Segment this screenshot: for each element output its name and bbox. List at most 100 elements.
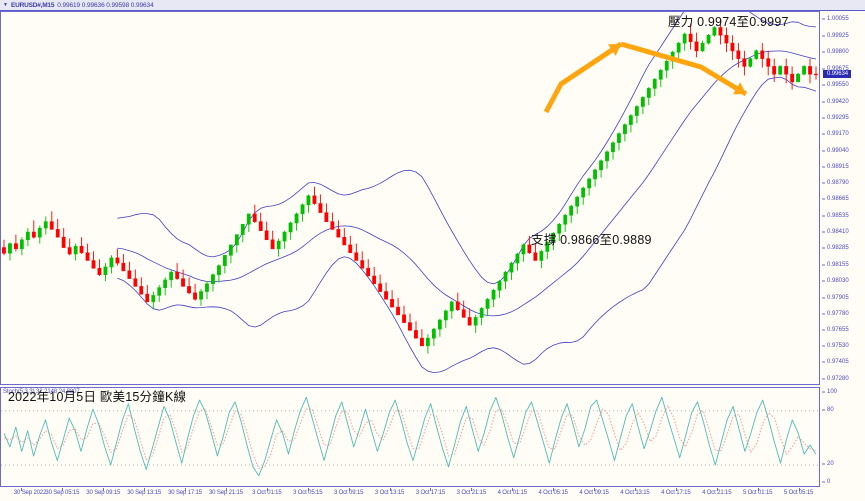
time-tickmark	[594, 488, 596, 491]
price-tick-label: 0.99420	[827, 98, 849, 105]
price-tickmark	[822, 51, 825, 53]
symbol-info-bar: ▼ EURUSD#,M15 0.99619 0.99636 0.99598 0.…	[0, 0, 865, 11]
price-tick-label: 0.99040	[827, 147, 849, 154]
price-tick-label: 0.98155	[827, 262, 849, 269]
price-tick-label: 0.99295	[827, 114, 849, 121]
price-tickmark	[822, 166, 825, 168]
price-tick-label: 0.98030	[827, 278, 849, 285]
time-tick-label: 30 Sep 05:15	[45, 490, 80, 496]
time-tick-label: 4 Oct 13:15	[620, 490, 650, 496]
price-tick-label: 0.98915	[827, 163, 849, 170]
time-tick-label: 3 Oct 13:15	[374, 490, 405, 496]
stochastic-svg	[1, 396, 819, 477]
trend-arrow-down[interactable]	[620, 41, 748, 97]
price-tickmark	[822, 182, 825, 184]
support-annotation: 支撐 0.9866至0.9889	[531, 233, 652, 247]
price-tickmark	[822, 18, 825, 20]
price-tickmark	[822, 117, 825, 119]
price-tick-label: 0.98665	[827, 196, 849, 203]
price-tickmark	[822, 215, 825, 217]
bollinger-middle	[117, 50, 817, 317]
resistance-annotation: 壓力 0.9974至0.9997	[668, 15, 789, 29]
time-tick-label: 4 Oct 21:15	[702, 490, 732, 496]
time-tickmark	[675, 488, 677, 491]
stochastic-panel[interactable]	[0, 387, 820, 487]
price-tickmark	[822, 297, 825, 299]
price-chart-panel[interactable]	[0, 11, 820, 385]
time-tick-label: 5 Oct 01:15	[742, 490, 773, 496]
time-tickmark	[62, 488, 64, 491]
price-tickmark	[822, 378, 825, 380]
price-tick-label: 0.98790	[827, 180, 849, 187]
candlestick-series	[2, 19, 818, 354]
bollinger-lower	[117, 76, 817, 373]
time-tickmark	[757, 488, 759, 491]
stoch-tick-label: 20	[827, 460, 834, 467]
time-tick-label: 4 Oct 01:15	[497, 490, 528, 496]
time-tick-label: 3 Oct 21:15	[456, 490, 487, 496]
stoch-tick-label: 100	[827, 388, 838, 395]
time-tickmark	[430, 488, 432, 491]
price-tick-label: 0.99925	[827, 33, 849, 40]
price-tick-label: 0.98535	[827, 213, 849, 220]
bollinger-upper	[117, 12, 817, 285]
price-tick-label: 0.97655	[827, 327, 849, 333]
stochastic-label: Stoch(5,3,3) 32.2148 24.8807	[3, 389, 80, 395]
time-tickmark	[144, 488, 146, 491]
price-tick-label: 0.97405	[827, 359, 849, 366]
price-tick-label: 0.98285	[827, 245, 849, 252]
stochastic-axis[interactable]: 100 80 20 0	[822, 387, 865, 487]
price-axis[interactable]: 1.00055 0.99925 0.99800 0.99675 0.99550 0.994…	[822, 11, 865, 385]
time-tickmark	[185, 488, 187, 491]
price-tick-label: 0.97780	[827, 310, 849, 317]
time-tickmark	[471, 488, 473, 491]
time-tick-label: 30 Sep 09:15	[86, 490, 121, 496]
trend-arrow-up[interactable]	[543, 41, 623, 114]
time-tickmark	[266, 488, 268, 491]
time-tick-label: 5 Oct 05:15	[783, 490, 814, 496]
price-plot-area[interactable]	[1, 12, 819, 384]
ohlc-values: 0.99619 0.99636 0.99598 0.99634	[57, 1, 154, 9]
current-price-tag: 0.99634	[823, 69, 851, 78]
stoch-d-line	[3, 404, 817, 470]
triangle-down-icon[interactable]: ▼	[3, 1, 8, 8]
stoch-tickmark	[822, 409, 825, 411]
price-tickmark	[822, 345, 825, 347]
time-tick-label: 3 Oct 09:15	[333, 490, 364, 496]
price-tickmark	[822, 264, 825, 266]
price-tick-label: 0.97280	[827, 375, 849, 382]
price-tick-label: 0.99675	[827, 65, 849, 72]
price-tickmark	[822, 101, 825, 103]
time-tickmark	[21, 488, 23, 491]
price-tick-label: 0.97905	[827, 294, 849, 301]
price-tickmark	[822, 133, 825, 135]
stoch-tickmark	[822, 391, 825, 393]
time-tickmark	[512, 488, 514, 491]
price-tick-label: 0.97530	[827, 343, 849, 350]
price-tickmark	[822, 247, 825, 249]
time-tickmark	[716, 488, 718, 491]
stoch-k-line	[3, 396, 817, 477]
price-tickmark	[822, 361, 825, 363]
price-tickmark	[822, 329, 825, 331]
price-tickmark	[822, 35, 825, 37]
time-tickmark	[634, 488, 636, 491]
time-tick-label: 4 Oct 05:15	[538, 490, 568, 496]
price-tickmark	[822, 280, 825, 282]
time-tickmark	[798, 488, 800, 491]
price-tick-label: 0.98410	[827, 229, 849, 236]
price-tick-label: 0.99550	[827, 81, 849, 88]
symbol-label: EURUSD#,M15	[10, 1, 55, 9]
time-tickmark	[225, 488, 227, 491]
time-tick-label: 3 Oct 05:15	[293, 490, 323, 496]
candlestick-svg	[2, 12, 818, 373]
chart-watermark: 2022年10月5日 歐美15分鐘K線	[8, 390, 187, 404]
time-tick-label: 4 Oct 09:15	[579, 490, 609, 496]
price-tickmark	[822, 150, 825, 152]
stoch-tick-label: 80	[827, 406, 834, 413]
time-tick-label: 30 Sep 13:15	[127, 490, 162, 496]
time-tickmark	[348, 488, 350, 491]
time-axis[interactable]: 30 Sep 2022 30 Sep 05:15 30 Sep 09:15 30 Se…	[0, 488, 820, 501]
stochastic-plot-area[interactable]	[1, 388, 819, 486]
